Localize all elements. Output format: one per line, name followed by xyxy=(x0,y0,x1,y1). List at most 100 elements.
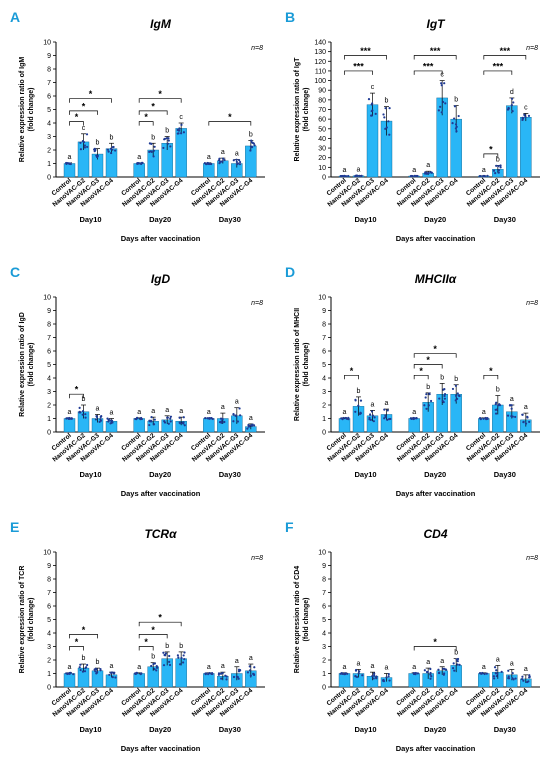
data-point xyxy=(384,107,387,110)
data-point xyxy=(148,142,151,145)
data-point xyxy=(480,672,483,675)
data-point xyxy=(164,652,168,655)
significance-letter: c xyxy=(82,125,86,132)
data-point xyxy=(427,171,430,175)
data-point xyxy=(340,672,343,675)
data-point xyxy=(443,387,446,391)
data-point xyxy=(499,164,502,167)
data-point xyxy=(429,667,432,671)
data-point xyxy=(111,676,114,679)
chart-title: IgM xyxy=(150,17,172,31)
significance-letter: b xyxy=(165,643,169,650)
data-point xyxy=(94,670,97,673)
y-tick-label: 6 xyxy=(47,349,51,356)
data-point xyxy=(65,672,68,675)
data-point xyxy=(153,668,156,671)
significance-star: * xyxy=(151,625,155,635)
y-tick-label: 0 xyxy=(47,430,51,437)
data-point xyxy=(347,174,350,178)
data-point xyxy=(454,123,458,126)
data-point xyxy=(497,169,500,172)
data-point xyxy=(495,669,498,672)
data-point xyxy=(114,676,117,679)
y-tick-label: 2 xyxy=(322,658,326,665)
data-point xyxy=(106,148,109,151)
data-point xyxy=(232,420,235,423)
data-point xyxy=(458,663,461,666)
significance-letter: a xyxy=(137,154,141,161)
data-point xyxy=(169,420,172,423)
significance-letter: a xyxy=(426,659,430,666)
data-point xyxy=(221,160,224,163)
data-point xyxy=(437,109,440,112)
data-point xyxy=(479,417,482,420)
y-tick-label: 9 xyxy=(47,308,51,315)
significance-star: * xyxy=(89,89,93,99)
significance-letter: a xyxy=(510,396,514,403)
significance-letter: a xyxy=(221,404,225,411)
data-point xyxy=(99,669,102,672)
data-point xyxy=(388,679,391,682)
y-axis-label-unit: (fold change) xyxy=(28,88,35,132)
data-point xyxy=(383,408,386,411)
data-point xyxy=(344,672,347,676)
data-point xyxy=(152,423,156,426)
data-point xyxy=(180,132,183,135)
data-point xyxy=(454,399,457,402)
group-label: Day30 xyxy=(219,470,241,479)
data-point xyxy=(236,420,239,423)
data-point xyxy=(454,394,458,398)
data-point xyxy=(528,420,531,423)
data-point xyxy=(411,175,414,178)
data-point xyxy=(383,116,386,119)
data-point xyxy=(236,675,239,679)
data-point xyxy=(451,666,455,670)
data-point xyxy=(369,413,372,416)
data-point xyxy=(494,672,497,675)
y-tick-label: 6 xyxy=(47,604,51,611)
significance-letter: a xyxy=(482,409,486,416)
data-point xyxy=(134,417,137,421)
data-point xyxy=(524,422,528,425)
data-point xyxy=(237,668,241,671)
data-point xyxy=(134,672,137,675)
y-tick-label: 7 xyxy=(47,80,51,87)
bar xyxy=(338,418,351,433)
significance-letter: a xyxy=(249,415,253,422)
panel-c: C IgD n=8 Relative expression ratio of IgD(… xyxy=(10,264,265,498)
data-point xyxy=(374,676,378,679)
data-point xyxy=(252,424,256,427)
significance-letter: a xyxy=(110,663,114,670)
group-label: Day30 xyxy=(494,470,516,479)
data-point xyxy=(219,417,223,420)
data-point xyxy=(234,414,238,417)
data-point xyxy=(344,416,347,420)
data-point xyxy=(95,415,98,418)
data-point xyxy=(456,660,459,663)
significance-bracket xyxy=(138,98,182,103)
data-point xyxy=(457,114,460,118)
data-point xyxy=(206,417,209,420)
data-point xyxy=(524,115,527,119)
data-point xyxy=(86,145,89,149)
data-point xyxy=(79,663,82,666)
data-point xyxy=(114,149,117,152)
panel-b: B IgT n=8 Relative expression ratio of IgT(… xyxy=(285,9,540,243)
chart-title: CD4 xyxy=(423,527,447,541)
data-point xyxy=(182,654,185,657)
data-point xyxy=(386,418,389,421)
data-point xyxy=(83,146,86,149)
data-point xyxy=(373,674,376,677)
y-tick-label: 8 xyxy=(47,322,51,329)
data-point xyxy=(443,392,447,396)
data-point xyxy=(522,421,525,424)
y-tick-label: 9 xyxy=(47,53,51,60)
data-point xyxy=(438,397,441,400)
significance-letter: a xyxy=(221,149,225,156)
significance-bracket xyxy=(69,646,84,651)
data-point xyxy=(507,677,511,680)
significance-letter: b xyxy=(440,374,444,381)
x-axis-label: Days after vaccination xyxy=(121,234,201,243)
data-point xyxy=(182,661,185,664)
data-point xyxy=(178,663,182,666)
